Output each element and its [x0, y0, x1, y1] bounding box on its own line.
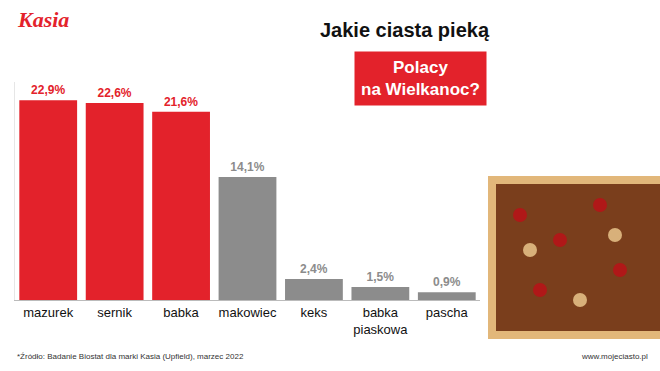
svg-text:keks: keks: [301, 305, 328, 320]
svg-text:14,1%: 14,1%: [230, 160, 264, 174]
svg-text:www.mojeciasto.pl: www.mojeciasto.pl: [581, 352, 648, 361]
svg-text:22,9%: 22,9%: [31, 83, 65, 97]
svg-text:22,6%: 22,6%: [97, 86, 131, 100]
svg-text:pascha: pascha: [426, 305, 469, 320]
svg-text:babka: babka: [163, 305, 199, 320]
svg-text:mazurek: mazurek: [23, 305, 73, 320]
svg-text:2,4%: 2,4%: [300, 262, 328, 276]
svg-text:Jakie ciasta pieką: Jakie ciasta pieką: [320, 19, 490, 41]
svg-text:1,5%: 1,5%: [367, 270, 395, 284]
svg-text:Kasia: Kasia: [17, 7, 69, 32]
svg-text:*Źródło: Badanie Biostat dla m: *Źródło: Badanie Biostat dla marki Kasia…: [17, 352, 244, 361]
svg-text:babkapiaskowa: babkapiaskowa: [353, 305, 408, 337]
svg-text:sernik: sernik: [97, 305, 132, 320]
svg-text:makowiec: makowiec: [219, 305, 277, 320]
svg-text:0,9%: 0,9%: [433, 275, 461, 289]
svg-text:Polacyna Wielkanoc?: Polacyna Wielkanoc?: [361, 58, 480, 99]
svg-text:21,6%: 21,6%: [164, 95, 198, 109]
